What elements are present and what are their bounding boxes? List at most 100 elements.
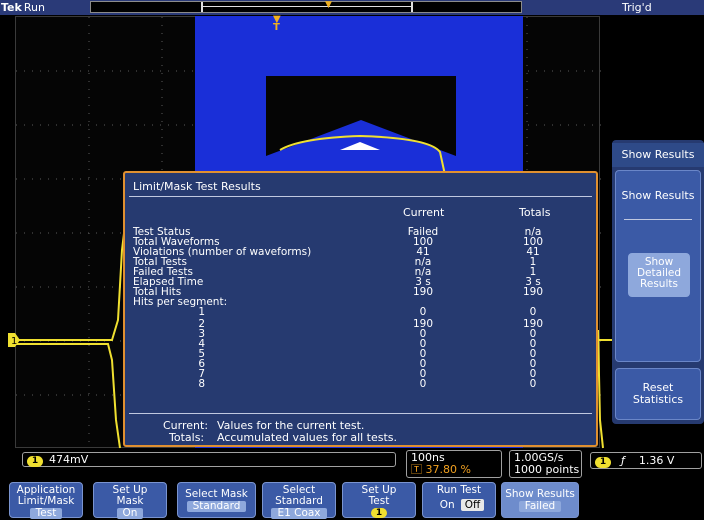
set-up-mask-value: On — [116, 508, 144, 519]
show-results-side-button[interactable]: Show Results Show Detailed Results — [615, 170, 701, 362]
row-current: 100 — [412, 236, 434, 248]
set-up-test-label-2: Test — [368, 495, 390, 507]
brand-logo: Tek — [1, 1, 22, 14]
trigger-position-value: 37.80 % — [425, 463, 471, 476]
ch1-badge: 1 — [27, 456, 43, 467]
acquisition-state: Run — [23, 1, 45, 14]
select-standard-label-2: Standard — [275, 495, 323, 507]
segment-number: 2 — [198, 318, 205, 330]
set-up-mask-label-2: Mask — [116, 495, 144, 507]
show-results-side-label: Show Results — [621, 189, 695, 202]
segment-totals: 0 — [529, 328, 537, 340]
dialog-footer-divider — [129, 413, 592, 414]
segment-number: 3 — [198, 328, 205, 340]
ch1-scale-readout[interactable]: 1 474mV — [22, 452, 396, 467]
side-menu-title: Show Results — [612, 143, 704, 167]
segment-current: 0 — [419, 328, 427, 340]
segment-number: 6 — [198, 358, 205, 370]
trigger-position-glyph-icon: 🅃 — [411, 463, 426, 476]
select-standard-value: E1 Coax — [271, 508, 327, 519]
row-totals: 1 — [529, 256, 537, 268]
segment-current: 0 — [419, 338, 427, 350]
status-brand: Tek Run — [0, 0, 45, 15]
set-up-test-label-1: Set Up — [361, 484, 397, 496]
row-totals: 3 s — [525, 276, 541, 288]
application-value: Test — [29, 508, 63, 519]
segment-totals: 190 — [522, 318, 544, 330]
sample-rate-value: 1.00GS/s — [514, 451, 564, 464]
record-view-bar[interactable]: ▼ — [90, 1, 522, 13]
set-up-mask-button[interactable]: Set Up Mask On — [93, 482, 167, 519]
show-results-value: Failed — [518, 501, 562, 512]
row-totals: 190 — [522, 286, 544, 298]
show-results-button[interactable]: Show Results Failed — [501, 482, 579, 518]
select-standard-button[interactable]: Select Standard E1 Coax — [262, 482, 336, 519]
row-label: Elapsed Time — [133, 276, 204, 288]
footer-totals-text: Accumulated values for all tests. — [217, 431, 398, 444]
row-label: Total Hits — [133, 286, 182, 298]
segment-totals: 0 — [529, 338, 537, 350]
detailed-label-1: Show — [644, 256, 674, 268]
show-detailed-results-option[interactable]: Show Detailed Results — [628, 253, 690, 297]
select-standard-label-1: Select — [282, 484, 316, 496]
row-label: Total Tests — [133, 256, 188, 268]
row-totals: n/a — [524, 226, 542, 238]
reset-statistics-button[interactable]: Reset Statistics — [615, 368, 701, 420]
run-test-button[interactable]: Run Test On Off — [422, 482, 496, 518]
side-menu-divider — [624, 219, 692, 220]
row-current: Failed — [407, 226, 439, 238]
footer-current-text: Values for the current test. — [217, 419, 365, 432]
set-up-mask-label-1: Set Up — [112, 484, 148, 496]
row-label: Failed Tests — [133, 266, 193, 278]
row-label: Total Waveforms — [133, 236, 220, 248]
mask-test-results-dialog: Limit/Mask Test Results Current Totals T… — [123, 171, 598, 447]
col-header-totals: Totals — [519, 206, 551, 219]
side-menu: Show Results Show Results Show Detailed … — [612, 140, 704, 424]
segment-number: 8 — [198, 378, 205, 390]
segment-totals: 0 — [529, 378, 537, 390]
segment-totals: 0 — [529, 368, 537, 380]
record-view-window[interactable] — [201, 2, 413, 12]
segment-number: 4 — [198, 338, 205, 350]
set-up-test-badge: 1 — [371, 508, 387, 518]
col-header-current: Current — [403, 206, 445, 219]
trigger-level-value: 1.36 V — [638, 454, 675, 467]
segment-number: 7 — [198, 368, 205, 380]
run-test-off[interactable]: Off — [460, 499, 485, 511]
detailed-label-3: Results — [640, 278, 678, 290]
set-up-test-button[interactable]: Set Up Test 1 — [342, 482, 416, 518]
segment-totals: 0 — [529, 358, 537, 370]
select-mask-label: Select Mask — [185, 488, 248, 500]
trigger-readout[interactable]: 1 ƒ 1.36 V — [590, 452, 702, 469]
application-label-1: Application — [16, 484, 76, 496]
row-current: 190 — [412, 286, 434, 298]
segment-current: 0 — [419, 378, 427, 390]
timebase-readout[interactable]: 100ns 🅃 37.80 % — [406, 450, 502, 478]
run-test-label: Run Test — [436, 484, 482, 496]
run-test-on[interactable]: On — [439, 499, 455, 511]
reset-label-2: Statistics — [632, 393, 684, 406]
segment-current: 190 — [412, 318, 434, 330]
row-label: Hits per segment: — [133, 296, 228, 308]
trigger-position-icon: ▼ — [325, 0, 332, 10]
segment-totals: 0 — [529, 306, 537, 318]
application-button[interactable]: Application Limit/Mask Test — [9, 482, 83, 519]
ch1-ground-marker-icon[interactable]: 1 — [8, 333, 20, 347]
row-totals: 1 — [529, 266, 537, 278]
select-mask-button[interactable]: Select Mask Standard — [177, 482, 256, 518]
row-current: 3 s — [415, 276, 431, 288]
row-label: Test Status — [133, 226, 191, 238]
footer-totals-label: Totals: — [169, 431, 205, 444]
acquisition-readout[interactable]: 1.00GS/s 1000 points — [509, 450, 582, 478]
row-current: n/a — [414, 266, 432, 278]
rising-edge-icon: ƒ — [621, 454, 625, 467]
row-totals: 41 — [526, 246, 540, 258]
segment-number: 5 — [198, 348, 205, 360]
detailed-label-2: Detailed — [636, 267, 682, 279]
footer-current-label: Current: — [163, 419, 209, 432]
row-totals: 100 — [522, 236, 544, 248]
row-current: n/a — [414, 256, 432, 268]
segment-number: 1 — [198, 306, 205, 318]
dialog-divider — [129, 196, 592, 197]
application-label-2: Limit/Mask — [17, 495, 75, 507]
